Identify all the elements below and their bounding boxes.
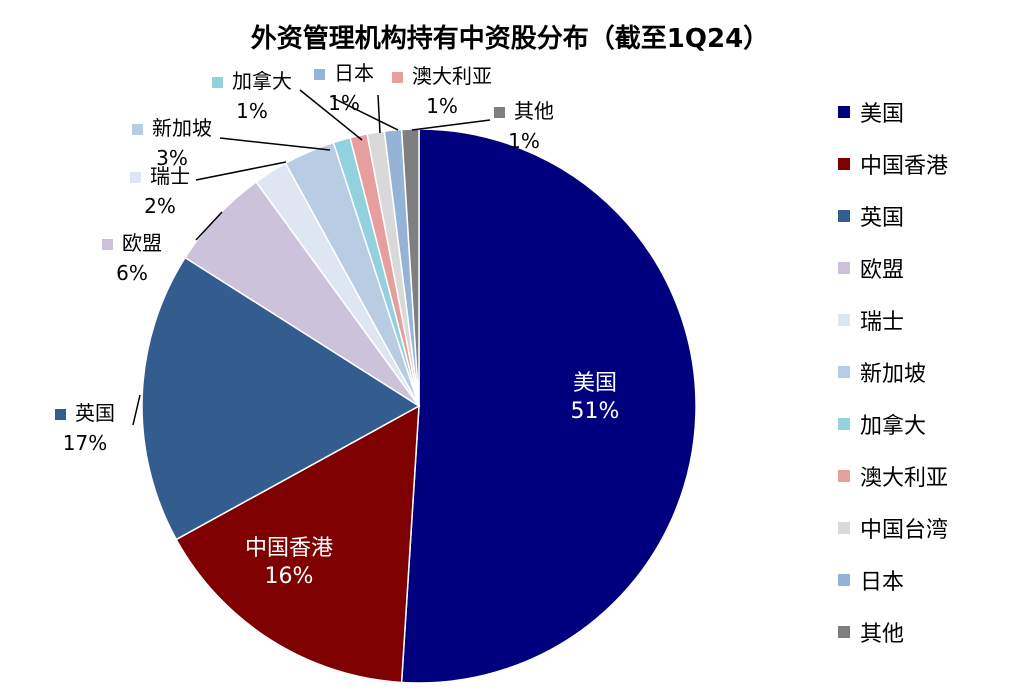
slice-label-value: 3% [156, 146, 188, 170]
slice-label-marker [102, 239, 113, 250]
slice-label-name: 欧盟 [122, 231, 162, 255]
legend-item: 英国 [838, 190, 948, 242]
legend-label: 美国 [860, 102, 905, 127]
pie-slice-英国 [141, 256, 421, 541]
legend-swatch [838, 418, 850, 430]
slice-label-value: 51% [571, 399, 620, 424]
slice-label-name: 英国 [75, 401, 115, 425]
legend-item: 其他 [838, 606, 948, 658]
legend-item: 澳大利亚 [838, 450, 948, 502]
slice-label-name: 澳大利亚 [412, 64, 492, 88]
slice-label-marker [132, 124, 143, 135]
legend-swatch [838, 262, 850, 274]
leader-line [299, 89, 363, 141]
legend-item: 美国 [838, 86, 948, 138]
legend-swatch [838, 574, 850, 586]
legend-item: 瑞士 [838, 294, 948, 346]
legend-swatch [838, 366, 850, 378]
pie-slice-美国 [400, 128, 697, 684]
slice-label-value: 6% [116, 261, 148, 285]
legend-item: 中国台湾 [838, 502, 948, 554]
legend-item: 加拿大 [838, 398, 948, 450]
legend: 美国中国香港英国欧盟瑞士新加坡加拿大澳大利亚中国台湾日本其他 [838, 86, 948, 658]
slice-label-value: 16% [265, 564, 314, 589]
legend-swatch [838, 314, 850, 326]
legend-swatch [838, 522, 850, 534]
legend-label: 新加坡 [860, 362, 927, 387]
legend-item: 欧盟 [838, 242, 948, 294]
leader-line [195, 161, 287, 181]
leader-line [411, 119, 491, 131]
legend-swatch [838, 470, 850, 482]
legend-label: 中国香港 [860, 154, 949, 179]
slice-label-name: 其他 [514, 99, 554, 123]
slice-label-name: 瑞士 [150, 164, 190, 188]
chart-title: 外资管理机构持有中资股分布（截至1Q24） [250, 24, 770, 54]
legend-swatch [838, 626, 850, 638]
legend-swatch [838, 106, 850, 118]
slice-label-value: 17% [63, 431, 107, 455]
slice-label-name: 日本 [334, 61, 374, 85]
slice-label-value: 1% [328, 91, 360, 115]
leader-line [132, 394, 141, 426]
legend-label: 中国台湾 [860, 518, 949, 543]
legend-item: 新加坡 [838, 346, 948, 398]
slice-label-name: 美国 [573, 371, 617, 396]
legend-label: 加拿大 [860, 414, 927, 439]
slice-label-marker [130, 172, 141, 183]
legend-swatch [838, 158, 850, 170]
slice-label-value: 2% [144, 194, 176, 218]
leader-line [219, 137, 331, 151]
legend-label: 澳大利亚 [860, 466, 949, 491]
slice-label-marker [212, 77, 223, 88]
slice-label-value: 1% [236, 99, 268, 123]
legend-label: 日本 [860, 570, 905, 595]
slice-label-marker [494, 107, 505, 118]
slice-label-marker [55, 409, 66, 420]
leader-line [377, 94, 381, 134]
legend-label: 其他 [860, 622, 905, 647]
legend-item: 日本 [838, 554, 948, 606]
pie-slice-中国香港 [175, 404, 420, 684]
leader-line [332, 97, 399, 131]
legend-item: 中国香港 [838, 138, 948, 190]
slice-label-name: 新加坡 [152, 116, 212, 140]
legend-label: 瑞士 [860, 310, 905, 335]
legend-swatch [838, 210, 850, 222]
leader-line [195, 211, 223, 241]
slice-label-value: 1% [508, 129, 540, 153]
slice-label-marker [392, 72, 403, 83]
slice-label-name: 加拿大 [232, 69, 292, 93]
legend-label: 英国 [860, 206, 905, 231]
slice-label-marker [314, 69, 325, 80]
slice-label-value: 1% [426, 94, 458, 118]
slice-label-name: 中国香港 [245, 536, 333, 561]
legend-label: 欧盟 [860, 258, 905, 283]
